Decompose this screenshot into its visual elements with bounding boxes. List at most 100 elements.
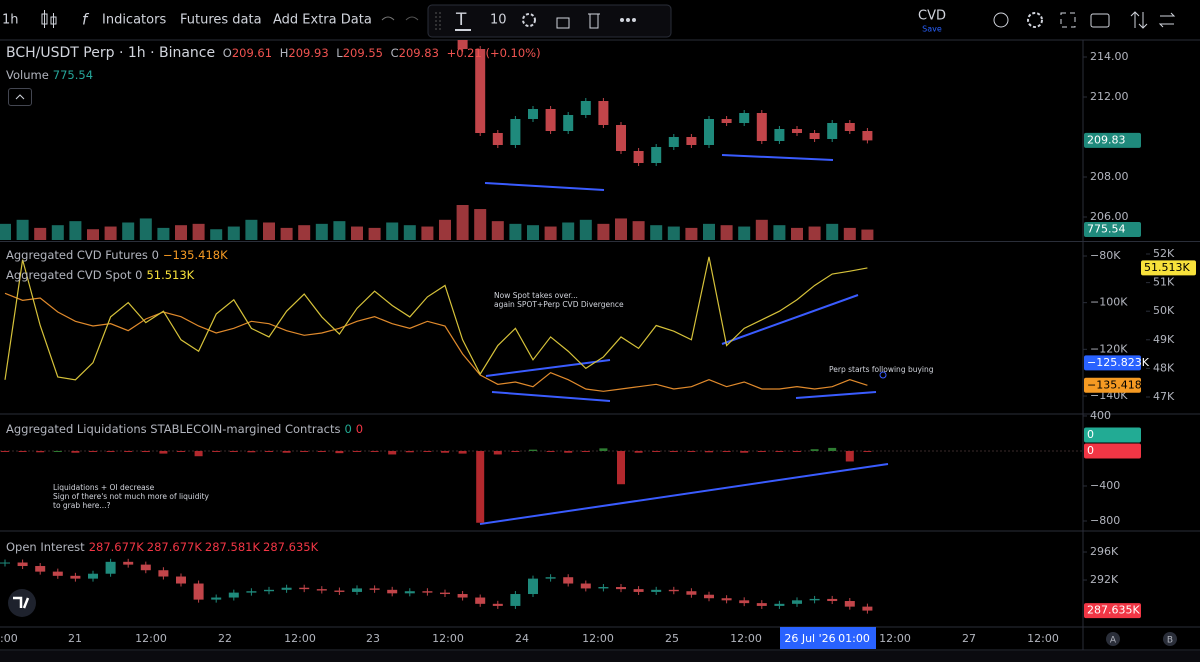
scale-button[interactable]	[1106, 632, 1120, 646]
add-extra-data-button[interactable]: Add Extra Data	[273, 13, 372, 28]
indicators-button[interactable]: Indicators	[102, 13, 166, 28]
candle	[281, 587, 292, 590]
candle	[668, 589, 679, 592]
volume-bar	[87, 229, 99, 240]
logo-mark	[13, 596, 30, 609]
candle	[774, 129, 785, 141]
annotation[interactable]: Perp starts following buying	[829, 365, 934, 374]
drawing-anchor[interactable]	[879, 371, 887, 379]
volume-name[interactable]: Volume	[6, 68, 49, 82]
time-label: 24	[515, 632, 529, 645]
volume-bar	[738, 226, 751, 240]
indicator-name[interactable]: Aggregated Liquidations STABLECOIN-margi…	[6, 422, 341, 436]
trend-lines[interactable]	[479, 154, 889, 525]
candle	[616, 587, 626, 590]
liquidation-bar	[106, 450, 115, 452]
text-tool-icon[interactable]: T	[455, 10, 467, 30]
indicator-name[interactable]: Open Interest	[6, 540, 85, 554]
volume-bar	[632, 221, 645, 240]
annotation[interactable]: again SPOT+Perp CVD Divergence	[494, 300, 624, 309]
annotation[interactable]: to grab here...?	[53, 501, 111, 510]
candle	[299, 587, 310, 590]
liquidation-bar	[441, 450, 449, 453]
annotation[interactable]: Now Spot takes over...	[494, 291, 578, 300]
indicator-value: 287.677K	[88, 540, 144, 554]
liquidation-bar	[828, 447, 837, 451]
volume-bar	[0, 223, 11, 240]
lock-icon[interactable]	[556, 17, 570, 29]
price-legend: BCH/USDT Perp · 1h · Binance O209.61 H20…	[6, 45, 545, 61]
delete-icon[interactable]	[588, 13, 600, 29]
candle	[827, 598, 838, 602]
liquidation-bar	[229, 450, 238, 452]
drag-handle[interactable]	[435, 12, 441, 30]
liquidation-bar	[476, 450, 485, 523]
chart-settings-icon[interactable]	[1027, 12, 1043, 28]
scale-button-label[interactable]: B	[1167, 636, 1173, 646]
screenshot-icon[interactable]	[1090, 13, 1110, 28]
time-label: 12:00	[879, 632, 911, 645]
layout-name[interactable]: CVD	[918, 9, 946, 24]
y-tick-label: −120K	[1090, 342, 1128, 355]
fullscreen-icon[interactable]	[1060, 12, 1076, 28]
candle	[440, 592, 450, 595]
time-label: :00	[0, 632, 18, 645]
volume-value: 775.54	[52, 68, 94, 82]
liquidation-bar	[247, 450, 256, 453]
swap-icon[interactable]	[1158, 12, 1176, 28]
settings-icon[interactable]	[522, 13, 536, 27]
font-size-button[interactable]: 10	[490, 13, 507, 28]
liquidation-bar	[53, 450, 62, 452]
crosshair-time-highlight	[780, 627, 876, 649]
candle	[176, 576, 186, 584]
pane	[0, 447, 1083, 523]
y-tick-label: −80K	[1090, 249, 1121, 262]
candle	[510, 119, 521, 145]
candle	[862, 606, 873, 611]
scale-button[interactable]	[1163, 632, 1177, 646]
liquidation-bar	[1, 450, 9, 452]
chart-type-icon[interactable]	[41, 10, 57, 28]
replay-icon[interactable]	[993, 12, 1009, 28]
redo-button[interactable]	[405, 16, 419, 21]
indicator-name[interactable]: Aggregated CVD Spot 0	[6, 268, 143, 282]
indicator-name[interactable]: Aggregated CVD Futures 0	[6, 248, 159, 262]
symbol[interactable]: BCH/USDT Perp · 1h · Binance	[6, 45, 216, 61]
liquidations-legend: Aggregated Liquidations STABLECOIN-margi…	[6, 422, 367, 436]
volume-bar	[755, 219, 768, 240]
y-tick-label: 292K	[1090, 573, 1119, 586]
volume-legend: Volume 775.54	[6, 68, 97, 82]
candle	[739, 113, 750, 123]
pane	[0, 40, 874, 240]
price-tag	[1084, 377, 1141, 393]
annotation[interactable]: Sign of there's not much more of liquidi…	[53, 492, 210, 501]
sort-icon[interactable]	[1130, 11, 1148, 29]
indicator-value: 0	[355, 422, 364, 436]
indicator-value: 0	[344, 422, 352, 436]
indicator-value: 287.581K	[204, 540, 261, 554]
annotation[interactable]: Liquidations + OI decrease	[53, 483, 155, 492]
more-icon[interactable]	[620, 18, 636, 22]
liquidation-bar	[617, 450, 625, 485]
volume-bar	[703, 223, 715, 240]
futures-data-button[interactable]: Futures data	[180, 13, 262, 28]
pane	[4, 256, 868, 392]
time-label: 01:00	[838, 632, 870, 645]
scale-button-label[interactable]: A	[1110, 636, 1117, 646]
candle	[756, 603, 767, 606]
candle	[316, 589, 327, 591]
candle	[52, 571, 63, 576]
drawing-toolbar	[427, 4, 672, 38]
candle	[528, 109, 538, 119]
collapse-button[interactable]	[8, 88, 32, 106]
time-label: 12:00	[432, 632, 464, 645]
volume-bar	[34, 227, 47, 240]
undo-button[interactable]	[381, 16, 395, 21]
price-tag-label: 0	[1087, 428, 1094, 441]
save-button[interactable]: Save	[922, 25, 942, 34]
interval-button[interactable]: 1h	[2, 13, 19, 28]
price-tag	[1084, 603, 1141, 619]
volume-bar	[368, 227, 381, 240]
liquidation-bar	[493, 450, 502, 455]
